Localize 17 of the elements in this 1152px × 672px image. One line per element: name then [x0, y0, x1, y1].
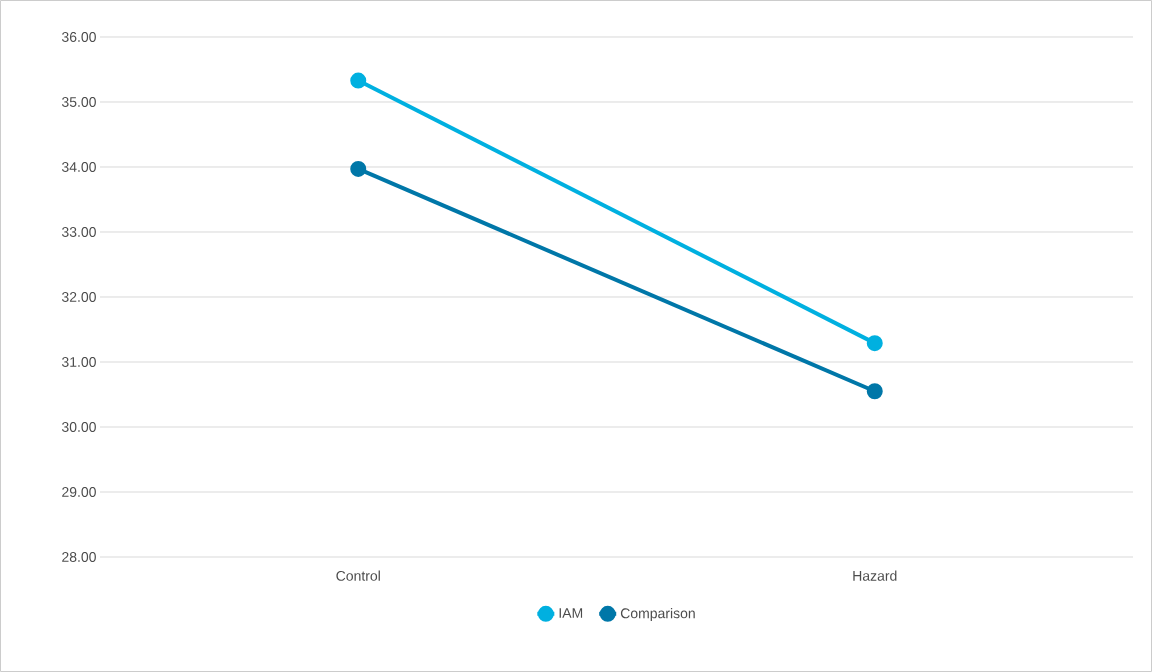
y-tick-label: 29.00	[62, 487, 96, 497]
x-tick-label: Hazard	[853, 570, 897, 581]
x-tick-label: Control	[336, 570, 380, 581]
y-tick-label: 35.00	[61, 97, 96, 107]
y-tick-label: 36.00	[61, 32, 96, 42]
y-tick-label: 33.00	[61, 227, 96, 237]
point	[350, 72, 367, 89]
point	[350, 160, 367, 177]
y-tick-label: 31.00	[61, 357, 96, 367]
y-tick-label: 34.00	[61, 162, 96, 172]
point	[866, 335, 883, 352]
legend-label: IAM	[559, 608, 583, 618]
y-tick-label: 32.00	[61, 292, 96, 302]
y-tick-label: 30.00	[61, 422, 96, 432]
legend-label: Comparison	[620, 607, 695, 622]
y-tick-label: 28.00	[62, 552, 96, 562]
point	[866, 383, 883, 400]
